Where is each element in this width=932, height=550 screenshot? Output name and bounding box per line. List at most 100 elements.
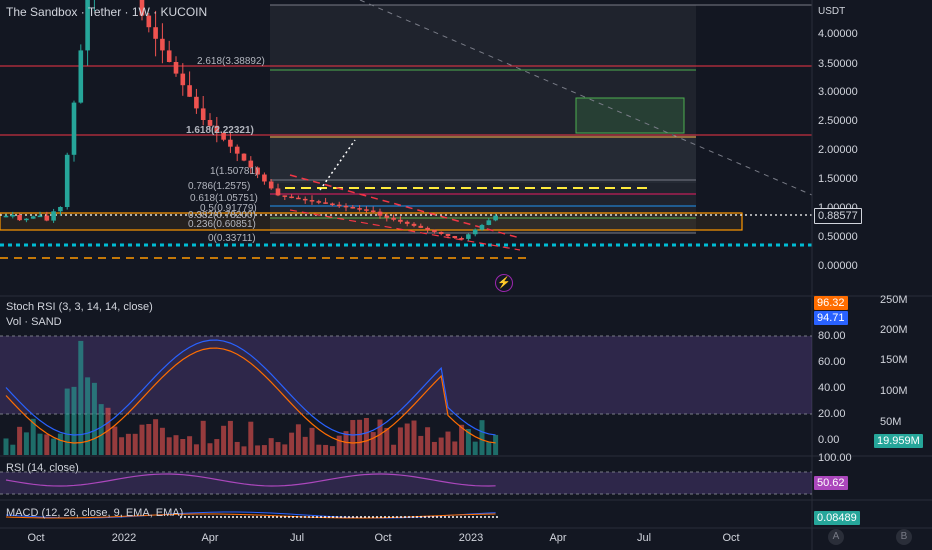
candle-body (173, 62, 179, 74)
candle-body (3, 215, 9, 218)
candle-body (44, 215, 50, 221)
stoch-level: 0.00 (818, 434, 840, 446)
volume-bar (30, 418, 36, 455)
lightning-icon[interactable]: ⚡ (495, 274, 513, 292)
price-label: 3.00000 (818, 86, 858, 98)
volume-bar (44, 434, 50, 455)
chart-title: The Sandbox · Tether · 1W · KUCOIN (6, 5, 208, 19)
volume-bar (214, 439, 220, 455)
volume-bar (486, 442, 492, 455)
candle-body (51, 211, 56, 221)
candle-body (255, 167, 260, 175)
candle-body (316, 201, 322, 203)
candles (3, 0, 498, 241)
volume-bar (295, 424, 301, 455)
candle-body (357, 208, 362, 210)
volume-bar (391, 444, 397, 455)
price-label: 0.50000 (818, 231, 858, 243)
current-price-tag: 0.88577 (814, 208, 862, 224)
price-label: 2.50000 (818, 115, 858, 127)
price-label: 0.00000 (818, 260, 858, 272)
volume-bar (200, 420, 206, 455)
fib-level-2618: 2.618(3.38892) (197, 56, 265, 67)
log-scale-button[interactable]: B (896, 529, 912, 545)
candle-body (466, 234, 471, 239)
volume-bar (159, 427, 165, 455)
volume-bar (302, 436, 308, 455)
volume-bar (350, 420, 356, 455)
candle-body (153, 27, 158, 39)
time-label: Apr (549, 532, 567, 544)
candle-body (350, 207, 356, 209)
stoch-rsi-label[interactable]: Stoch RSI (3, 3, 14, 14, close) (6, 301, 153, 313)
volume-bar (418, 435, 424, 455)
volume-bar (465, 429, 471, 455)
volume-bar (282, 444, 288, 455)
candle-body (486, 220, 492, 225)
candle-body (30, 216, 36, 219)
volume-bar (411, 420, 417, 455)
rsi-label[interactable]: RSI (14, close) (6, 462, 79, 474)
candle-body (228, 139, 233, 147)
volume-bar (289, 432, 295, 455)
volume-bar (71, 386, 77, 455)
auto-scale-button[interactable]: A (828, 529, 844, 545)
volume-bar (91, 382, 97, 455)
candle-body (398, 219, 403, 222)
volume-bar (438, 437, 444, 455)
volume-bar (370, 432, 376, 455)
volume-bar (3, 438, 9, 455)
candle-body (146, 15, 152, 28)
candle-body (323, 202, 328, 204)
stoch-d-line (5, 347, 496, 444)
candle-body (425, 227, 430, 230)
candle-body (180, 73, 186, 86)
candle-body (207, 120, 213, 126)
volume-level: 100M (880, 385, 908, 397)
candle-body (479, 224, 485, 230)
candle-body (248, 160, 254, 168)
volume-bar (64, 388, 70, 455)
volume-bar (397, 427, 403, 455)
candle-body (370, 210, 376, 212)
fib-zone (270, 5, 696, 233)
volume-bar (207, 443, 213, 455)
candle-body (302, 198, 308, 201)
candle-body (214, 125, 220, 133)
volume-bar (227, 420, 233, 455)
candle-body (384, 215, 390, 218)
volume-bar (23, 432, 29, 455)
candle-body (418, 225, 424, 228)
volume-bar (479, 420, 485, 455)
candle-body (268, 181, 274, 189)
macd-label[interactable]: MACD (12, 26, close, 9, EMA, EMA) (6, 507, 184, 519)
volume-bars (3, 340, 499, 455)
rsi-value: 50.62 (814, 476, 848, 490)
volume-bar (57, 433, 63, 455)
volume-bar (472, 441, 478, 455)
volume-bar (377, 419, 383, 455)
candle-body (241, 153, 247, 161)
volume-bar (384, 427, 390, 455)
volume-bar (153, 419, 159, 455)
volume-label[interactable]: Vol · SAND (6, 316, 62, 328)
candle-body (459, 238, 464, 240)
candle-body (432, 229, 437, 232)
stoch-level: 80.00 (818, 330, 846, 342)
volume-bar (173, 435, 179, 455)
volume-bar (234, 441, 240, 455)
time-label: Oct (722, 532, 740, 544)
candle-body (17, 214, 22, 221)
stoch-level: 40.00 (818, 382, 846, 394)
candle-body (445, 233, 451, 236)
volume-bar (193, 444, 199, 455)
price-axis-unit: USDT (818, 6, 846, 17)
volume-bar (248, 421, 254, 455)
volume-bar (187, 436, 193, 455)
volume-bar (85, 377, 91, 455)
candle-body (71, 102, 77, 155)
stoch-k-line (5, 339, 496, 436)
candle-body (194, 96, 199, 109)
fib-level-0: 0(0.33711) (208, 233, 256, 244)
